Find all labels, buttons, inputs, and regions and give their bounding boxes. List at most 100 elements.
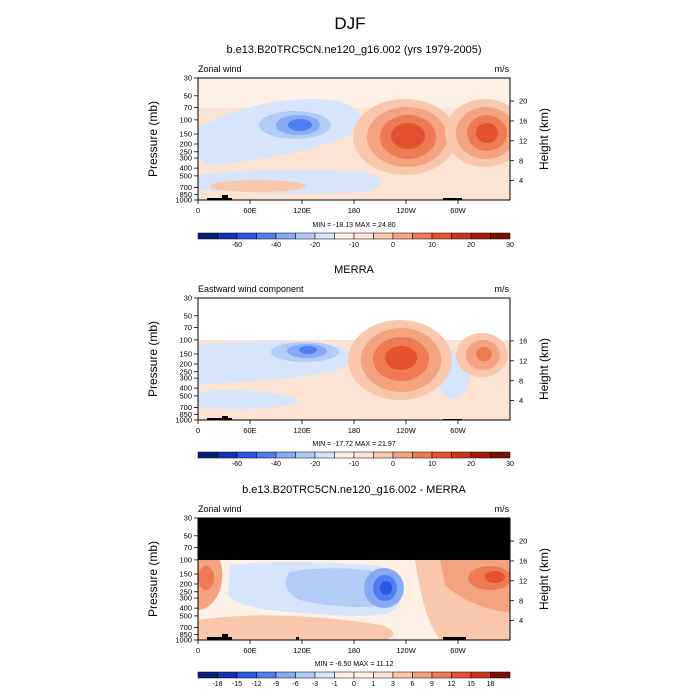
right-y-tick-label: 4	[519, 176, 523, 185]
colorbar-segment	[353, 451, 374, 459]
colorbar-segment	[314, 451, 335, 459]
colorbar-segment	[431, 232, 452, 240]
colorbar-segment	[236, 451, 257, 459]
colorbar-label: 9	[430, 681, 434, 688]
colorbar-label: -9	[273, 681, 279, 688]
colorbar-segment	[412, 451, 433, 459]
colorbar-label: -10	[349, 242, 359, 249]
positive-low-band	[198, 615, 394, 640]
field-top-blank	[198, 298, 510, 340]
jet-b-core	[476, 347, 492, 361]
x-tick-labels: 0 60E 120E 180 120W 60W	[196, 640, 467, 655]
y-tick-label: 70	[184, 543, 192, 552]
y-tick-label: 250	[179, 147, 192, 156]
colorbar-label: -15	[232, 681, 242, 688]
right-y-tick-label: 8	[519, 376, 523, 385]
colorbar-segment	[470, 451, 491, 459]
colorbar-label: -10	[349, 461, 359, 468]
colorbar-segment	[451, 232, 472, 240]
min-max-stats: MIN = -18.13 MAX = 24.80	[312, 222, 395, 229]
colorbar-segment	[334, 671, 355, 679]
colorbar-segment	[295, 451, 316, 459]
y-tick-label: 1000	[175, 636, 192, 645]
easterly-core	[288, 119, 312, 131]
y-tick-label: 250	[179, 587, 192, 596]
colorbar-label: 10	[428, 242, 436, 249]
y-tick-label: 100	[179, 555, 192, 564]
colorbar-label: 30	[506, 242, 514, 249]
colorbar-label: 1	[372, 681, 376, 688]
right-y-tick-label: 12	[519, 576, 527, 585]
y-tick-label: 400	[179, 384, 192, 393]
colorbar-segment	[490, 671, 511, 679]
x-tick-label: 120E	[293, 426, 311, 435]
y-tick-label: 50	[184, 91, 192, 100]
x-tick-label: 0	[196, 206, 200, 215]
colorbar-label: 20	[467, 242, 475, 249]
colorbar-label: -40	[271, 242, 281, 249]
x-tick-label: 180	[348, 646, 361, 655]
colorbar-label: 30	[506, 461, 514, 468]
colorbar-segment	[314, 671, 335, 679]
colorbar-segment	[451, 671, 472, 679]
right-y-tick-label: 4	[519, 396, 523, 405]
colorbar-segment	[256, 671, 277, 679]
min-max-stats: MIN = -17.72 MAX = 21.97	[312, 441, 395, 448]
colorbar-label: 0	[391, 461, 395, 468]
y-tick-label: 250	[179, 367, 192, 376]
colorbar-label: -12	[251, 681, 261, 688]
panel-model: b.e13.B20TRC5CN.ne120_g16.002 (yrs 1979-…	[146, 44, 551, 249]
colorbar-segment	[490, 451, 511, 459]
right-y-tick-label: 12	[519, 356, 527, 365]
jet-a-core	[385, 346, 417, 370]
right-axis-label: Height (km)	[537, 338, 551, 400]
jet-b-core	[476, 123, 498, 143]
colorbar-segment	[217, 232, 238, 240]
colorbar-segment	[392, 451, 413, 459]
panel-left-label: Zonal wind	[198, 504, 242, 514]
y-tick-label: 400	[179, 164, 192, 173]
x-tick-label: 120W	[396, 426, 417, 435]
x-tick-label: 60W	[450, 646, 466, 655]
x-tick-label: 60E	[243, 206, 256, 215]
colorbar-segment	[334, 232, 355, 240]
colorbar-label: -18	[212, 681, 222, 688]
x-tick-label: 60E	[243, 426, 256, 435]
y-tick-label: 100	[179, 335, 192, 344]
colorbar-segment	[256, 451, 277, 459]
x-tick-label: 60W	[450, 206, 466, 215]
colorbar-segment	[275, 451, 296, 459]
colorbar-segment	[197, 671, 218, 679]
colorbar-segment	[373, 671, 394, 679]
positive-core-east-inner	[485, 571, 505, 583]
colorbar-label: -3	[312, 681, 318, 688]
colorbar-segment	[295, 671, 316, 679]
colorbar-label: -20	[310, 461, 320, 468]
right-y-tick-label: 12	[519, 136, 527, 145]
x-tick-label: 120E	[293, 646, 311, 655]
low-westerly	[210, 180, 306, 192]
x-tick-label: 60E	[243, 646, 256, 655]
contour-field	[198, 78, 510, 200]
y-tick-label: 700	[179, 623, 192, 632]
x-tick-label: 0	[196, 646, 200, 655]
panel-merra: MERRA Eastward wind component m/s 30 50 70…	[146, 264, 551, 468]
colorbar-segment	[197, 232, 218, 240]
right-y-tick-label: 16	[519, 557, 527, 566]
panel-units: m/s	[495, 284, 510, 294]
negative-core	[380, 581, 392, 595]
colorbar-label: 10	[428, 461, 436, 468]
right-y-tick-label: 16	[519, 337, 527, 346]
panel-title: b.e13.B20TRC5CN.ne120_g16.002 - MERRA	[242, 484, 466, 496]
y-tick-label: 700	[179, 403, 192, 412]
colorbar-label: 15	[467, 681, 475, 688]
y-tick-label: 300	[179, 154, 192, 163]
colorbar: -60 -40 -20 -10 0 10 20 30	[197, 232, 514, 249]
y-tick-label: 850	[179, 630, 192, 639]
colorbar-segment	[353, 232, 374, 240]
y-tick-label: 300	[179, 374, 192, 383]
y-tick-label: 500	[179, 611, 192, 620]
easterly-region-low	[198, 390, 300, 410]
